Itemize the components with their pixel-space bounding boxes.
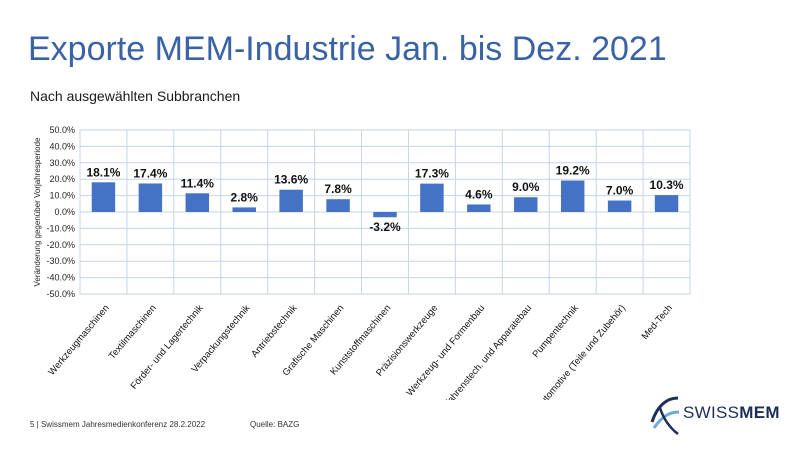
data-label: 18.1% bbox=[86, 165, 120, 179]
data-label: 4.6% bbox=[465, 187, 493, 201]
bar bbox=[514, 197, 538, 212]
y-tick-label: -10.0% bbox=[46, 223, 75, 233]
x-tick-label: Werkzeugmaschinen bbox=[46, 303, 111, 378]
data-label: 19.2% bbox=[556, 164, 590, 178]
x-tick-label: Med-Tech bbox=[640, 303, 675, 342]
x-tick-label: Werkzeug- und Formenbau bbox=[404, 303, 487, 399]
page-subtitle: Nach ausgewählten Subbranchen bbox=[30, 88, 241, 104]
bar bbox=[138, 183, 163, 212]
y-tick-label: 0.0% bbox=[54, 207, 75, 217]
footer-text: 5 | Swissmem Jahresmedienkonferenz 28.2.… bbox=[30, 420, 206, 429]
y-tick-label: 20.0% bbox=[49, 174, 75, 184]
bar bbox=[467, 204, 491, 212]
data-label: 2.8% bbox=[231, 190, 259, 204]
swissmem-logo: SWISSMEM bbox=[648, 392, 798, 436]
data-label: 17.3% bbox=[415, 167, 449, 181]
y-tick-label: 30.0% bbox=[49, 158, 75, 168]
swissmem-logo-icon bbox=[650, 396, 680, 435]
bar bbox=[607, 200, 632, 212]
swissmem-logo-text: SWISSMEM bbox=[683, 403, 780, 423]
data-label: 17.4% bbox=[133, 166, 167, 180]
data-label: 13.6% bbox=[274, 173, 308, 187]
data-label: 7.8% bbox=[324, 182, 352, 196]
y-tick-label: -30.0% bbox=[46, 256, 75, 266]
logo-text-bold: MEM bbox=[739, 403, 780, 422]
data-label: 11.4% bbox=[181, 176, 215, 190]
bar bbox=[91, 182, 116, 212]
logo-text-light: SWISS bbox=[683, 403, 740, 422]
y-axis-title: Veränderung gegenüber Vorjahresperiode bbox=[33, 137, 42, 287]
y-tick-label: 50.0% bbox=[49, 125, 75, 135]
data-label: 7.0% bbox=[606, 184, 634, 198]
y-tick-label: -50.0% bbox=[46, 289, 75, 299]
bar bbox=[373, 212, 397, 218]
bar bbox=[232, 207, 256, 212]
bar bbox=[420, 183, 444, 212]
bar bbox=[326, 199, 350, 212]
x-tick-label: Antriebstechnik bbox=[249, 303, 299, 360]
source-note: Quelle: BAZG bbox=[250, 420, 300, 429]
data-label: -3.2% bbox=[369, 220, 401, 234]
bar bbox=[560, 180, 585, 212]
y-tick-label: 40.0% bbox=[49, 141, 75, 151]
bar bbox=[279, 189, 303, 212]
x-tick-label: Pumpentechnik bbox=[530, 303, 581, 360]
data-label: 10.3% bbox=[650, 178, 684, 192]
data-label: 9.0% bbox=[512, 180, 540, 194]
bar-chart: 50.0% 40.0% 30.0% 20.0% 10.0% 0.0% -10.0% -20.0… bbox=[33, 125, 691, 400]
page-title: Exporte MEM-Industrie Jan. bis Dez. 2021 bbox=[28, 30, 667, 68]
bar bbox=[185, 193, 210, 212]
x-tick-label: Automotive (Teile und Zubehör) bbox=[534, 303, 628, 400]
y-tick-label: -40.0% bbox=[46, 273, 75, 283]
y-tick-label: -20.0% bbox=[46, 240, 75, 250]
bar bbox=[654, 195, 679, 212]
x-tick-label: Textilmaschinen bbox=[107, 303, 159, 362]
y-tick-label: 10.0% bbox=[49, 191, 75, 201]
